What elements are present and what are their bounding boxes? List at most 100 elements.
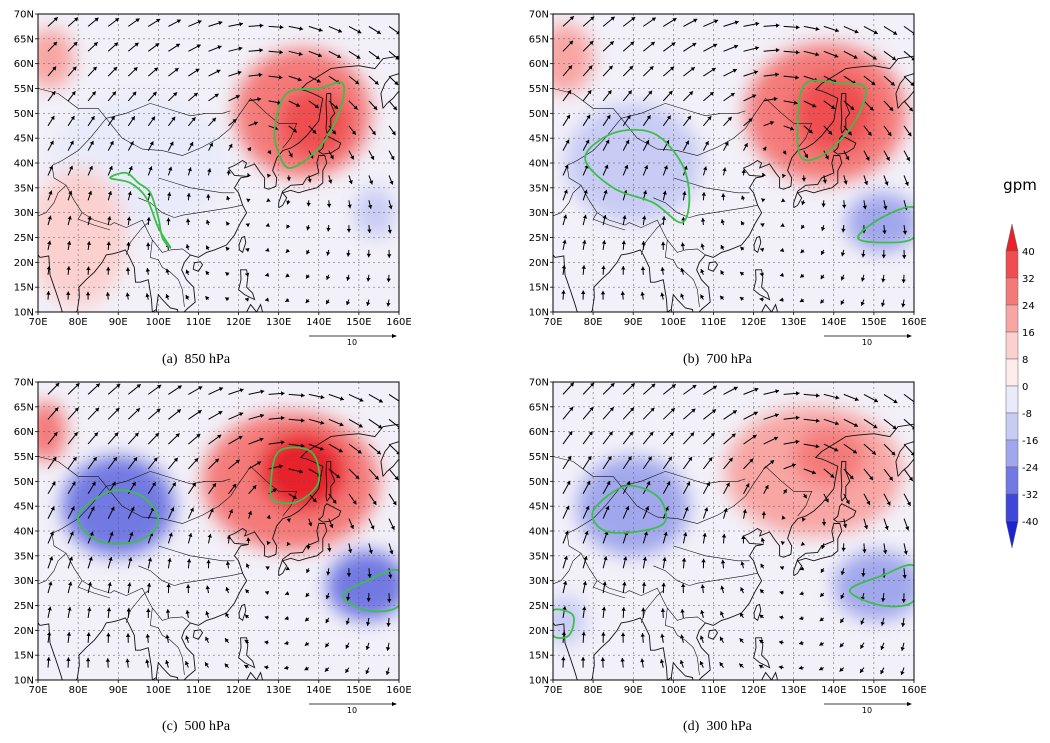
wind-arrow-head: [225, 247, 230, 252]
wind-arrow-head: [280, 440, 285, 445]
wind-arrow-head: [348, 180, 353, 184]
wind-arrow-head: [871, 450, 876, 455]
wind-arrow-head: [91, 481, 96, 486]
wind-arrow-head: [245, 272, 250, 277]
wind-arrow-head: [350, 155, 354, 160]
wind-arrow-head: [185, 244, 190, 249]
wind-arrow-head: [285, 591, 290, 596]
wind-arrow-head: [185, 661, 189, 666]
significance-contours: [77, 446, 399, 613]
wind-arrow-head: [205, 636, 210, 641]
border-line: [640, 222, 664, 255]
wind-arrow-head: [155, 43, 160, 48]
wind-arrow-head: [644, 165, 649, 170]
wind-arrow-head: [816, 393, 820, 398]
wind-arrow-head: [232, 119, 237, 123]
reference-vector-head: [392, 334, 397, 338]
wind-arrow-head: [908, 107, 913, 112]
wind-arrow-head: [71, 481, 76, 486]
wind-arrow-head: [581, 631, 586, 636]
wind-arrow-head: [681, 583, 686, 587]
wind-arrow-head: [752, 434, 757, 439]
wind-arrow-head: [569, 406, 574, 411]
wind-arrow-head: [641, 241, 646, 245]
wind-arrow-head: [266, 541, 271, 546]
wind-arrow-head: [366, 301, 371, 306]
border-line: [38, 185, 67, 217]
wind-arrow-head: [742, 509, 747, 514]
wind-arrow-head: [229, 509, 233, 514]
wind-arrow-head: [68, 190, 73, 195]
wind-arrow-head: [331, 130, 336, 135]
y-tick-label: 40N: [14, 527, 34, 538]
wind-arrow-shaft: [388, 418, 399, 428]
wind-arrow-head: [156, 19, 161, 23]
wind-arrow-head: [605, 139, 610, 144]
colorbar-label: -24: [1022, 463, 1038, 474]
wind-arrow-head: [755, 46, 759, 51]
wind-arrow-head: [860, 668, 864, 673]
wind-arrow-head: [225, 638, 229, 643]
wind-arrow-head: [67, 606, 72, 611]
wind-arrow-head: [325, 643, 330, 648]
wind-arrow-head: [779, 272, 784, 277]
wind-arrow-head: [683, 532, 688, 537]
wind-arrow-head: [307, 178, 312, 183]
wind-arrow-head: [351, 130, 356, 135]
wind-arrow-head: [265, 272, 270, 277]
wind-arrow-head: [225, 272, 230, 277]
wind-arrow-head: [186, 193, 191, 197]
coastline: [761, 671, 779, 680]
wind-arrow-head: [172, 482, 176, 487]
wind-arrow-head: [373, 105, 378, 110]
wind-arrow-head: [92, 66, 97, 71]
wind-arrow-head: [378, 398, 383, 403]
wind-arrow-head: [126, 216, 132, 221]
wind-arrow-head: [720, 219, 725, 224]
wind-arrow-head: [801, 517, 806, 522]
x-tick-label: 70E: [28, 317, 47, 328]
wind-arrow-head: [353, 105, 358, 110]
wind-arrow-head: [582, 606, 587, 611]
wind-arrow-head: [843, 180, 848, 185]
wind-arrow-head: [114, 18, 119, 22]
wind-vectors: [561, 15, 914, 308]
colorbar-label: -40: [1022, 517, 1038, 528]
wind-arrow-head: [607, 456, 612, 461]
significance-contours: [553, 484, 914, 639]
significance-contour: [848, 563, 914, 608]
wind-arrow-head: [69, 531, 74, 536]
wind-arrow-head: [264, 615, 269, 620]
wind-arrow-head: [189, 142, 194, 147]
wind-arrow-head: [663, 165, 668, 170]
wind-arrow-head: [647, 456, 652, 461]
wind-arrow-head: [73, 42, 78, 47]
coastline: [325, 461, 336, 502]
coastline: [793, 155, 843, 209]
coastline: [318, 503, 342, 523]
wind-arrow-head: [175, 433, 180, 438]
wind-arrow-head: [601, 265, 606, 270]
wind-arrow-head: [244, 639, 249, 644]
wind-arrow-head: [629, 431, 633, 436]
wind-arrow-head: [72, 66, 77, 71]
wind-arrow-head: [374, 475, 379, 480]
wind-arrow-head: [225, 297, 230, 302]
wind-arrow-head: [86, 266, 91, 271]
significance-contour: [341, 568, 399, 613]
wind-arrow-head: [712, 385, 717, 390]
wind-arrow-head: [761, 511, 766, 516]
border-line: [106, 471, 231, 487]
wind-arrow-head: [314, 104, 319, 108]
wind-arrow-head: [902, 230, 908, 235]
wind-arrow-head: [869, 106, 874, 111]
wind-arrow-head: [286, 541, 291, 546]
wind-arrow-head: [911, 426, 914, 430]
wind-arrow-head: [326, 251, 331, 256]
wind-arrow-head: [604, 164, 609, 169]
wind-arrow-head: [280, 415, 285, 421]
wind-arrow-head: [819, 666, 824, 671]
wind-arrow-head: [272, 488, 277, 493]
wind-arrow-head: [46, 657, 51, 661]
x-tick-label: 100E: [146, 685, 171, 696]
